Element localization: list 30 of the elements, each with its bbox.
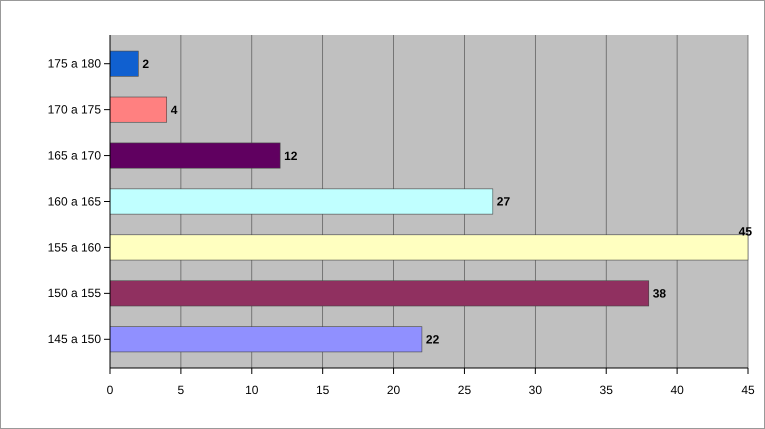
- x-tick-label: 5: [178, 382, 185, 397]
- y-tick-label: 175 a 180: [48, 56, 102, 71]
- data-label: 12: [284, 148, 298, 163]
- y-tick-label: 160 a 165: [48, 194, 102, 208]
- bar: [110, 50, 139, 77]
- bar: [110, 96, 168, 123]
- data-label: 4: [170, 102, 178, 117]
- data-label: 22: [426, 332, 440, 346]
- x-tick-label: 20: [386, 382, 401, 397]
- y-tick-label: 170 a 175: [48, 102, 102, 116]
- x-tick-label: 10: [245, 382, 259, 397]
- x-tick-label: 40: [670, 382, 684, 397]
- x-tick-label: 25: [458, 382, 472, 397]
- y-tick-label: 145 a 150: [48, 332, 102, 346]
- bar: [110, 188, 494, 214]
- bar: [110, 326, 422, 352]
- x-tick-label: 0: [106, 382, 114, 397]
- bar: [110, 234, 748, 260]
- data-label: 27: [496, 194, 510, 209]
- y-tick-label: 165 a 170: [48, 148, 102, 162]
- data-label: 2: [142, 56, 150, 71]
- bar: [110, 142, 280, 168]
- y-tick-label: 155 a 160: [48, 240, 102, 254]
- x-tick-label: 30: [528, 382, 542, 397]
- x-tick-label: 45: [741, 382, 755, 397]
- y-tick-label: 150 a 155: [48, 286, 102, 300]
- data-label: 38: [652, 286, 666, 301]
- x-tick-label: 15: [316, 382, 330, 397]
- bar: [110, 280, 650, 306]
- x-tick-label: 35: [600, 382, 614, 397]
